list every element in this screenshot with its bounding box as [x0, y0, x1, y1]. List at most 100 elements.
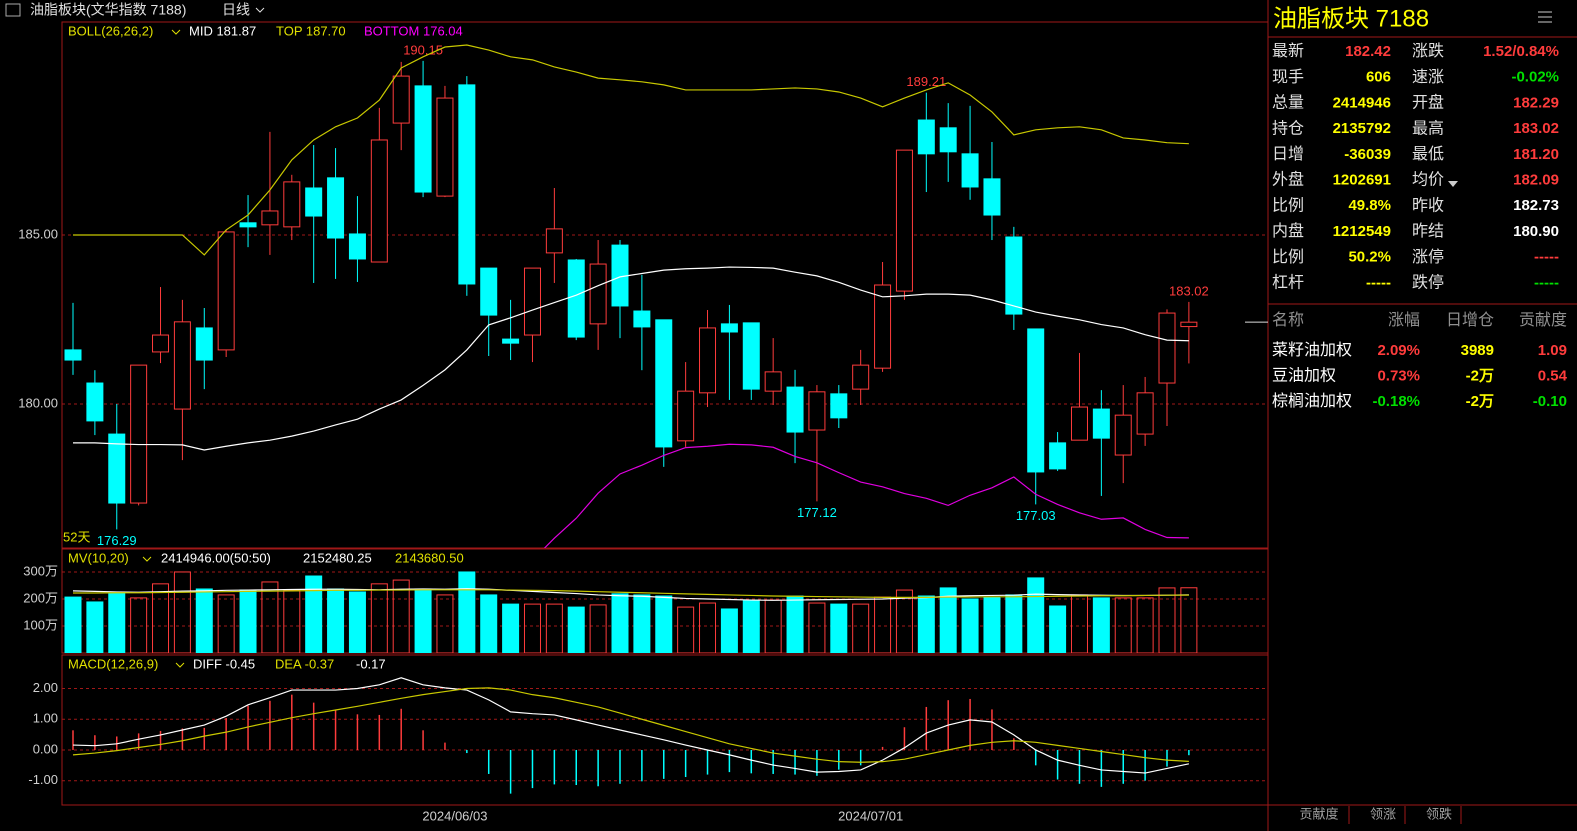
macd-line: [72, 687, 1189, 763]
quote-label: 速涨: [1412, 68, 1444, 86]
volume-bar: [1136, 597, 1154, 653]
volume-bar: [961, 598, 979, 653]
candle-body: [852, 364, 870, 390]
quote-label: 比例: [1272, 196, 1304, 214]
period-selector[interactable]: 日线: [222, 2, 250, 18]
candle-body: [1114, 414, 1132, 456]
volume-bar: [436, 594, 454, 653]
candle-body: [480, 267, 498, 316]
candle-body: [370, 139, 388, 263]
candle-body: [108, 433, 126, 504]
legend-item: BOTTOM 176.04: [364, 23, 463, 38]
candle-body: [742, 322, 760, 390]
tab[interactable]: 领涨: [1370, 806, 1396, 821]
candle-body: [633, 310, 651, 328]
component-cell: 豆油加权: [1272, 367, 1336, 385]
indicator-chevron[interactable]: [171, 29, 181, 35]
quote-label: 内盘: [1272, 221, 1304, 240]
quote-label: 昨结: [1412, 222, 1444, 240]
high-label: 190.15: [403, 42, 443, 57]
candle-body: [217, 231, 235, 351]
component-cell: -0.18%: [1372, 393, 1420, 410]
candle-body: [983, 178, 1001, 216]
legend-item: TOP 187.70: [276, 23, 346, 38]
candle-body: [589, 263, 607, 325]
candle-body: [874, 284, 892, 369]
legend-item: MACD(12,26,9): [68, 656, 158, 671]
candle-body: [1158, 312, 1176, 384]
component-cell: 0.54: [1538, 367, 1568, 384]
volume-bar: [852, 603, 870, 653]
candle-body: [786, 386, 804, 433]
quote-value: -----: [1534, 274, 1559, 291]
avg-price-dropdown[interactable]: [1448, 181, 1458, 187]
candle-body: [130, 364, 148, 504]
indicator-chevron[interactable]: [175, 662, 185, 668]
candle-body: [392, 75, 410, 124]
volume-bar: [1158, 587, 1176, 653]
x-tick-label: 2024/07/01: [838, 808, 903, 823]
quote-value: 1.52/0.84%: [1483, 43, 1559, 60]
tab[interactable]: 领跌: [1426, 806, 1452, 821]
boll-line: [73, 44, 1189, 256]
candle-body: [545, 228, 563, 254]
quote-label: 均价: [1412, 171, 1444, 189]
quote-value: 49.8%: [1348, 197, 1391, 214]
y-tick-label: 2.00: [33, 680, 58, 695]
quote-label: 最新: [1272, 42, 1304, 60]
component-cell: 菜籽油加权: [1272, 341, 1352, 359]
quote-title: 油脂板块 7188: [1273, 5, 1429, 32]
candle-body: [458, 84, 476, 285]
volume-bar: [830, 603, 848, 653]
volume-bar: [152, 583, 170, 653]
quote-label: 涨跌: [1412, 42, 1444, 60]
low-label: 177.03: [1016, 508, 1056, 523]
volume-bar: [480, 594, 498, 653]
component-cell: 1.09: [1538, 342, 1567, 359]
quote-label: 跌停: [1412, 274, 1444, 292]
volume-bar: [523, 603, 541, 653]
quote-value: -----: [1366, 274, 1391, 291]
component-cell: 2.09%: [1377, 342, 1420, 359]
quote-label: 最高: [1412, 119, 1444, 137]
candle-body: [523, 267, 541, 336]
volume-bar: [1092, 597, 1110, 653]
candle-body: [567, 259, 585, 338]
period-chevron[interactable]: [255, 7, 265, 13]
component-cell: -2万: [1466, 367, 1494, 384]
candle-body: [436, 97, 454, 197]
legend-item: -0.17: [356, 656, 386, 671]
volume-bar: [370, 583, 388, 653]
y-tick-label: 200万: [23, 590, 58, 605]
quote-value: 183.02: [1513, 120, 1559, 137]
volume-bar: [1005, 594, 1023, 653]
volume-bar: [545, 603, 563, 653]
legend-item: MV(10,20): [68, 550, 129, 565]
volume-bar: [720, 608, 738, 653]
y-tick-label: 0.00: [33, 741, 58, 756]
quote-label: 比例: [1272, 248, 1304, 266]
legend-item: BOLL(26,26,2): [68, 23, 153, 38]
quote-value: 1212549: [1333, 223, 1391, 240]
volume-bar: [458, 571, 476, 653]
tab[interactable]: 贡献度: [1299, 806, 1338, 821]
volume-bar: [1027, 577, 1045, 653]
indicator-chevron[interactable]: [142, 556, 152, 562]
candle-body: [327, 177, 345, 239]
quote-value: 2414946: [1333, 94, 1391, 111]
component-header: 贡献度: [1519, 311, 1567, 329]
candle-body: [305, 187, 323, 217]
quote-label: 涨停: [1412, 248, 1444, 266]
legend-item: MID 181.87: [189, 23, 256, 38]
volume-bar: [677, 606, 695, 653]
volume-bar: [1114, 597, 1132, 653]
quote-value: 1202691: [1333, 171, 1391, 188]
menu-icon[interactable]: [1538, 11, 1552, 23]
candle-body: [830, 393, 848, 419]
volume-bar: [217, 594, 235, 653]
y-tick-label: 185.00: [18, 226, 58, 241]
window-icon[interactable]: [5, 3, 21, 17]
low-label: 177.12: [797, 505, 837, 520]
volume-bar: [348, 591, 366, 653]
volume-bar: [742, 599, 760, 653]
